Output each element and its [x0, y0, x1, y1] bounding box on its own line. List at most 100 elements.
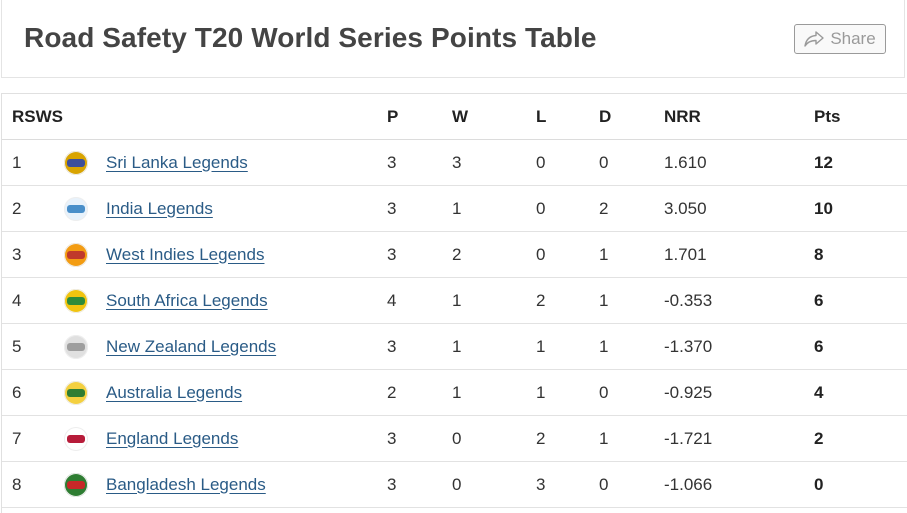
row-nrr: 1.701 — [664, 231, 814, 278]
share-arrow-icon — [804, 31, 825, 47]
col-header-nrr: NRR — [664, 94, 814, 140]
row-lost: 1 — [536, 369, 599, 416]
row-lost: 0 — [536, 139, 599, 186]
table-row: 4 South Africa Legends 4 1 2 1 -0.353 6 — [2, 277, 907, 324]
row-position: 1 — [2, 139, 64, 186]
table-row: 1 Sri Lanka Legends 3 3 0 0 1.610 12 — [2, 139, 907, 186]
row-played: 4 — [387, 277, 452, 324]
row-position: 8 — [2, 461, 64, 508]
team-cell: England Legends — [64, 426, 387, 451]
table-row: 3 West Indies Legends 3 2 0 1 1.701 8 — [2, 231, 907, 278]
row-drawn: 0 — [599, 461, 664, 508]
col-header-drawn: D — [599, 94, 664, 140]
team-link[interactable]: Australia Legends — [106, 382, 243, 402]
table-row: 8 Bangladesh Legends 3 0 3 0 -1.066 0 — [2, 461, 907, 508]
table-row: 6 Australia Legends 2 1 1 0 -0.925 4 — [2, 369, 907, 416]
col-header-rsws: RSWS — [2, 94, 64, 140]
row-lost: 0 — [536, 185, 599, 232]
team-link[interactable]: India Legends — [106, 198, 213, 218]
row-lost: 0 — [536, 231, 599, 278]
points-table-container: RSWS P W L D NRR Pts 1 Sri Lanka Legends 3… — [1, 93, 907, 513]
row-points: 8 — [814, 231, 907, 278]
col-header-won: W — [452, 94, 536, 140]
row-nrr: 1.610 — [664, 139, 814, 186]
team-logo-icon — [64, 380, 88, 405]
row-drawn: 1 — [599, 231, 664, 278]
team-link[interactable]: West Indies Legends — [106, 244, 265, 264]
row-points: 12 — [814, 139, 907, 186]
row-won: 0 — [452, 461, 536, 508]
row-position: 3 — [2, 231, 64, 278]
row-team: South Africa Legends — [64, 277, 387, 324]
row-drawn: 2 — [599, 185, 664, 232]
row-played: 3 — [387, 323, 452, 370]
row-played: 3 — [387, 185, 452, 232]
row-lost: 3 — [536, 461, 599, 508]
team-logo-icon — [64, 150, 88, 175]
table-row: 2 India Legends 3 1 0 2 3.050 10 — [2, 185, 907, 232]
row-lost: 2 — [536, 415, 599, 462]
row-points: 4 — [814, 369, 907, 416]
row-team: New Zealand Legends — [64, 323, 387, 370]
team-cell: South Africa Legends — [64, 288, 387, 313]
share-button[interactable]: Share — [794, 24, 886, 54]
row-won: 3 — [452, 139, 536, 186]
team-logo-icon — [64, 288, 88, 313]
row-team: Sri Lanka Legends — [64, 139, 387, 186]
row-points: 6 — [814, 277, 907, 324]
row-position: 7 — [2, 415, 64, 462]
row-played: 3 — [387, 415, 452, 462]
row-nrr: -1.066 — [664, 461, 814, 508]
row-points: 0 — [814, 461, 907, 508]
team-link[interactable]: England Legends — [106, 428, 239, 448]
row-team: England Legends — [64, 415, 387, 462]
page-title: Road Safety T20 World Series Points Tabl… — [24, 22, 597, 53]
row-nrr: -0.925 — [664, 369, 814, 416]
team-logo-icon — [64, 472, 88, 497]
team-link[interactable]: Bangladesh Legends — [106, 474, 266, 494]
row-played: 3 — [387, 139, 452, 186]
row-played: 3 — [387, 461, 452, 508]
row-played: 2 — [387, 369, 452, 416]
team-cell: Bangladesh Legends — [64, 472, 387, 497]
row-position: 4 — [2, 277, 64, 324]
team-logo-icon — [64, 196, 88, 221]
row-won: 1 — [452, 323, 536, 370]
row-played: 3 — [387, 231, 452, 278]
row-nrr: -1.370 — [664, 323, 814, 370]
row-nrr: -1.721 — [664, 415, 814, 462]
team-link[interactable]: South Africa Legends — [106, 290, 268, 310]
row-team: India Legends — [64, 185, 387, 232]
row-position: 2 — [2, 185, 64, 232]
row-lost: 2 — [536, 277, 599, 324]
row-nrr: 3.050 — [664, 185, 814, 232]
row-won: 1 — [452, 185, 536, 232]
row-won: 2 — [452, 231, 536, 278]
row-position: 6 — [2, 369, 64, 416]
team-link[interactable]: New Zealand Legends — [106, 336, 277, 356]
team-cell: Australia Legends — [64, 380, 387, 405]
row-drawn: 1 — [599, 323, 664, 370]
team-logo-icon — [64, 334, 88, 359]
row-points: 2 — [814, 415, 907, 462]
row-team: Australia Legends — [64, 369, 387, 416]
row-drawn: 0 — [599, 139, 664, 186]
row-drawn: 0 — [599, 369, 664, 416]
row-points: 6 — [814, 323, 907, 370]
col-header-team — [64, 94, 387, 140]
page-header: Road Safety T20 World Series Points Tabl… — [1, 0, 905, 78]
row-position: 5 — [2, 323, 64, 370]
col-header-points: Pts — [814, 94, 907, 140]
team-cell: India Legends — [64, 196, 387, 221]
team-logo-icon — [64, 242, 88, 267]
table-row: 7 England Legends 3 0 2 1 -1.721 2 — [2, 415, 907, 462]
share-label: Share — [830, 29, 876, 48]
row-lost: 1 — [536, 323, 599, 370]
row-team: West Indies Legends — [64, 231, 387, 278]
team-cell: Sri Lanka Legends — [64, 150, 387, 175]
row-won: 1 — [452, 277, 536, 324]
team-logo-icon — [64, 426, 88, 451]
team-cell: New Zealand Legends — [64, 334, 387, 359]
points-table: RSWS P W L D NRR Pts 1 Sri Lanka Legends 3… — [2, 94, 907, 508]
team-link[interactable]: Sri Lanka Legends — [106, 152, 248, 172]
